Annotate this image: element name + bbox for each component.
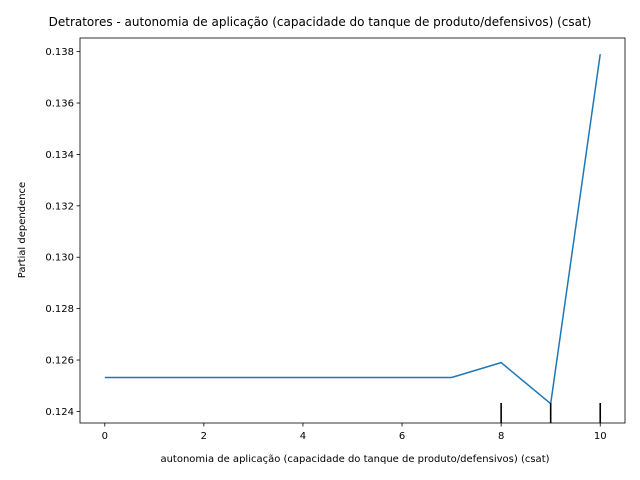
- y-tick-label: 0.138: [45, 47, 74, 58]
- y-axis-label: Partial dependence: [17, 182, 28, 278]
- x-axis: 0 2 4 6 8 10: [102, 423, 607, 442]
- plot-frame: [79, 37, 626, 424]
- y-tick-label: 0.134: [45, 150, 74, 161]
- x-tick-label: 6: [399, 431, 405, 442]
- x-tick-label: 4: [300, 431, 306, 442]
- chart-title: Detratores - autonomia de aplicação (cap…: [49, 15, 592, 29]
- x-tick-label: 10: [594, 431, 607, 442]
- y-tick-label: 0.126: [45, 356, 74, 367]
- y-tick-label: 0.128: [45, 304, 74, 315]
- x-tick-label: 2: [201, 431, 207, 442]
- y-tick-label: 0.124: [45, 407, 74, 418]
- series-line-0: [104, 54, 601, 405]
- x-axis-label: autonomia de aplicação (capacidade do ta…: [160, 454, 549, 465]
- y-tick-label: 0.130: [45, 253, 74, 264]
- plot-area: [104, 54, 602, 423]
- x-tick-label: 8: [498, 431, 504, 442]
- y-tick-label: 0.132: [45, 201, 74, 212]
- y-tick-label: 0.136: [45, 99, 74, 110]
- y-axis: 0.124 0.126 0.128 0.130 0.132 0.134 0.136 0.138: [45, 47, 80, 418]
- x-tick-label: 0: [102, 431, 108, 442]
